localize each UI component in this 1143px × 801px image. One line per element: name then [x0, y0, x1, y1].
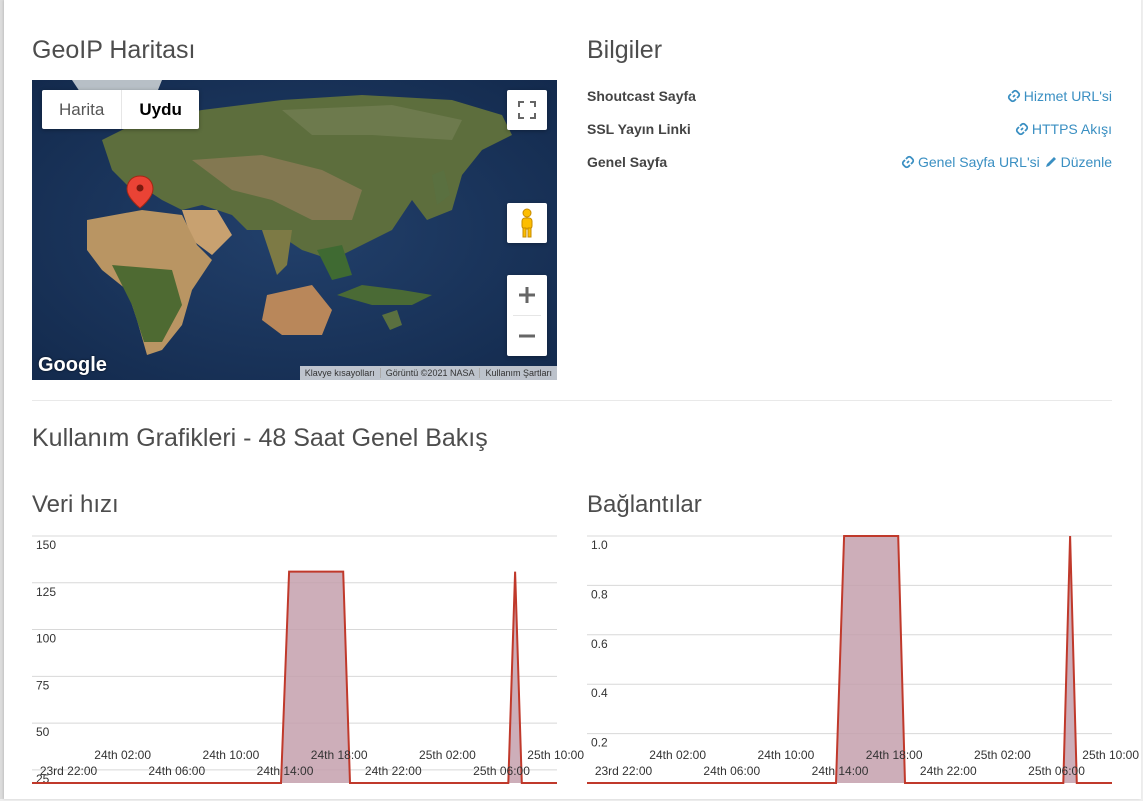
x-tick-label: 23rd 22:00 — [595, 764, 653, 778]
x-tick-label: 24th 10:00 — [758, 748, 815, 762]
x-tick-label: 25th 06:00 — [473, 764, 530, 778]
usage-title: Kullanım Grafikleri - 48 Saat Genel Bakı… — [32, 424, 488, 452]
y-tick-label: 1.0 — [591, 538, 608, 552]
pencil-icon — [1045, 157, 1056, 167]
x-tick-label: 24th 06:00 — [703, 764, 760, 778]
connections-chart: 0.2 0.4 0.6 0.8 1.0 23rd 22:00 24th 02:00 24th … — [587, 526, 1139, 801]
zoom-out-button[interactable] — [507, 316, 547, 356]
link-icon — [1015, 122, 1028, 136]
x-tick-label: 23rd 22:00 — [40, 764, 98, 778]
y-tick-label: 50 — [36, 725, 50, 739]
bitrate-chart: 25 50 75 100 125 150 23rd 22:00 24th 02:00 24th … — [32, 526, 584, 801]
y-tick-label: 0.6 — [591, 637, 608, 651]
service-url-link[interactable]: Hizmet URL'si — [1007, 88, 1112, 104]
series-line — [32, 570, 557, 784]
https-stream-link[interactable]: HTTPS Akışı — [1015, 121, 1112, 137]
street-view-button[interactable] — [507, 203, 547, 243]
x-tick-label: 24th 02:00 — [649, 748, 706, 762]
zoom-in-button[interactable] — [507, 275, 547, 315]
google-logo: Google — [38, 354, 107, 376]
y-tick-label: 75 — [36, 678, 50, 692]
link-icon — [901, 155, 915, 169]
public-page-url-link[interactable]: Genel Sayfa URL'si — [901, 154, 1040, 170]
https-stream-text: HTTPS Akışı — [1031, 121, 1112, 137]
map-type-uydu-button[interactable]: Uydu — [139, 100, 182, 119]
series-area — [587, 536, 1112, 783]
fullscreen-button[interactable] — [507, 90, 547, 130]
map-pin-icon — [126, 175, 154, 209]
x-tick-label: 25th 10:00 — [527, 748, 584, 762]
fullscreen-icon — [518, 101, 536, 119]
pegman-icon — [521, 208, 533, 238]
x-tick-label: 24th 18:00 — [311, 748, 368, 762]
attribution-divider — [379, 368, 381, 378]
x-tick-label: 25th 06:00 — [1028, 764, 1085, 778]
map-attribution: Klavye kısayolları Görüntü ©2021 NASA Ku… — [299, 366, 557, 380]
x-tick-label: 24th 10:00 — [203, 748, 260, 762]
attribution-divider — [479, 368, 481, 378]
x-tick-label: 24th 22:00 — [365, 764, 422, 778]
x-tick-label: 24th 14:00 — [812, 764, 869, 778]
info-label: Genel Sayfa — [587, 154, 668, 170]
info-label: Shoutcast Sayfa — [587, 88, 696, 104]
x-tick-label: 25th 02:00 — [974, 748, 1031, 762]
info-label: SSL Yayın Linki — [587, 121, 691, 137]
zoom-separator — [513, 315, 541, 316]
edit-link[interactable]: Düzenle — [1044, 154, 1112, 170]
map-type-harita-button[interactable]: Harita — [59, 100, 105, 119]
x-tick-label: 24th 02:00 — [94, 748, 151, 762]
y-tick-label: 100 — [36, 632, 56, 646]
bitrate-chart-title: Veri hızı — [32, 491, 119, 518]
x-tick-label: 24th 22:00 — [920, 764, 977, 778]
connections-chart-svg: 0.2 0.4 0.6 0.8 1.0 23rd 22:00 24th 02:00 24th … — [587, 535, 1139, 784]
map-type-control: Harita Uydu — [42, 90, 199, 129]
minus-icon — [519, 334, 535, 338]
y-tick-label: 0.4 — [591, 686, 608, 700]
x-tick-label: 24th 18:00 — [866, 748, 923, 762]
x-tick-label: 24th 14:00 — [257, 764, 314, 778]
y-tick-label: 125 — [36, 585, 56, 599]
x-tick-label: 25th 02:00 — [419, 748, 476, 762]
x-tick-label: 25th 10:00 — [1082, 748, 1139, 762]
satellite-imagery — [32, 80, 557, 380]
info-title: Bilgiler — [587, 36, 663, 64]
series-line — [587, 535, 1112, 784]
left-shade — [0, 0, 4, 799]
geoip-title: GeoIP Haritası — [32, 36, 196, 64]
link-icon — [1007, 89, 1020, 103]
map-type-separator — [121, 90, 123, 129]
x-tick-label: 24th 06:00 — [148, 764, 205, 778]
terms-of-use-link[interactable]: Kullanım Şartları — [485, 368, 552, 378]
service-url-text: Hizmet URL'si — [1023, 88, 1112, 104]
series-area — [32, 571, 557, 783]
edit-text: Düzenle — [1060, 154, 1112, 170]
info-links: Hizmet URL'si — [1007, 86, 1112, 106]
info-links: HTTPS Akışı — [1015, 119, 1112, 139]
y-tick-label: 150 — [36, 538, 56, 552]
info-links: Genel Sayfa URL'si Düzenle — [901, 152, 1112, 172]
y-tick-label: 0.8 — [591, 587, 608, 601]
connections-chart-title: Bağlantılar — [587, 491, 702, 518]
plus-icon — [519, 287, 535, 303]
public-page-url-text: Genel Sayfa URL'si — [918, 154, 1040, 170]
info-row-ssl: SSL Yayın Linki HTTPS Akışı — [587, 119, 1112, 139]
y-tick-label: 0.2 — [591, 736, 608, 750]
geoip-map[interactable]: Harita Uydu Google Klavye kısayolları Gö… — [32, 80, 557, 380]
info-row-shoutcast: Shoutcast Sayfa Hizmet URL'si — [587, 86, 1112, 106]
info-row-public: Genel Sayfa Genel Sayfa URL'si Düzenle — [587, 152, 1112, 172]
section-divider — [32, 400, 1112, 401]
imagery-credit: Görüntü ©2021 NASA — [385, 368, 475, 378]
zoom-control — [507, 275, 547, 356]
keyboard-shortcuts-link[interactable]: Klavye kısayolları — [304, 368, 375, 378]
